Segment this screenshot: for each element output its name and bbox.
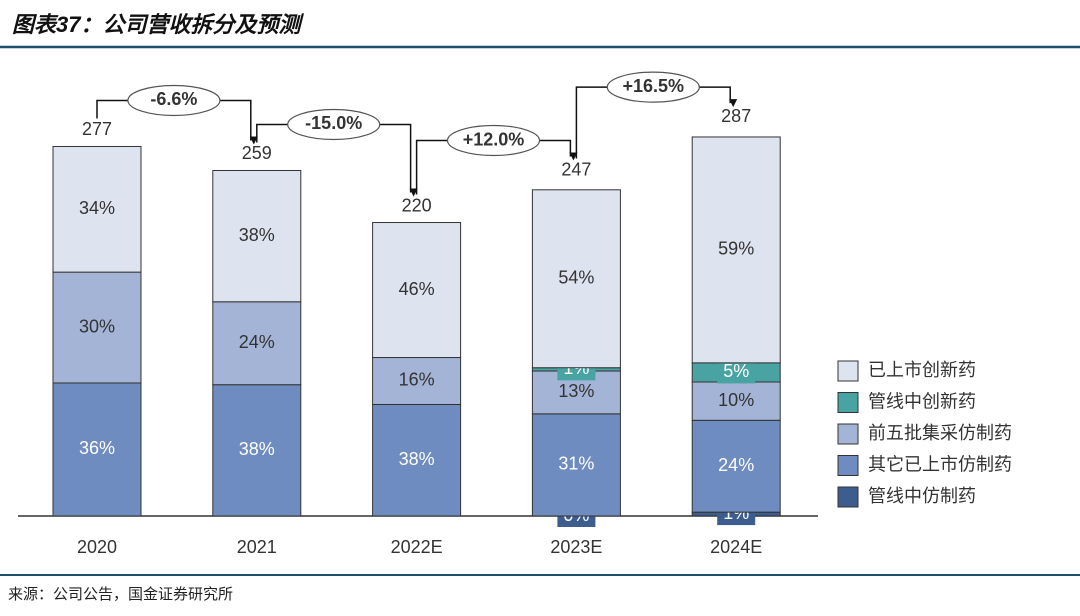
source-note: 来源：公司公告，国金证券研究所: [8, 586, 233, 603]
data-label: 24%: [718, 455, 754, 475]
data-label: 30%: [79, 316, 115, 336]
bar-segment: [691, 136, 781, 364]
legend-swatch: [837, 360, 859, 382]
total-label: 247: [561, 159, 591, 179]
legend-swatch: [837, 486, 859, 508]
label-box: [717, 361, 756, 384]
bar-segment: [372, 403, 462, 517]
growth-bubble: [287, 108, 381, 141]
bar-segment: [372, 222, 462, 359]
total-label: 277: [82, 119, 112, 139]
bar-segment: [212, 384, 302, 517]
x-tick-label: 2023E: [550, 537, 602, 557]
bar-segment: [531, 189, 621, 369]
bar-segment: [52, 145, 142, 273]
data-label: 38%: [239, 439, 275, 459]
x-tick-label: 2024E: [710, 537, 762, 557]
bar-segment: [372, 357, 462, 405]
data-label: 38%: [399, 449, 435, 469]
data-label: 34%: [79, 198, 115, 218]
data-label: 10%: [718, 390, 754, 410]
x-tick-label: 2020: [77, 537, 117, 557]
data-label: 36%: [79, 438, 115, 458]
growth-label: +16.5%: [623, 76, 685, 96]
data-label: 38%: [239, 225, 275, 245]
legend-label: 前五批集采仿制药: [868, 423, 1012, 443]
data-label: 16%: [399, 370, 435, 390]
legend-swatch: [837, 423, 859, 445]
x-tick-label: 2022E: [391, 537, 443, 557]
growth-label: +12.0%: [463, 129, 525, 149]
legend-label: 管线中仿制药: [868, 486, 976, 506]
data-label: 24%: [239, 332, 275, 352]
total-label: 259: [242, 143, 272, 163]
bar-segment: [691, 419, 781, 513]
bar-segment: [531, 413, 621, 517]
legend-label: 管线中创新药: [868, 391, 976, 411]
legend-swatch: [837, 455, 859, 476]
growth-label: -15.0%: [305, 113, 362, 133]
growth-bubble: [127, 84, 221, 117]
growth-bubble: [446, 124, 541, 157]
x-tick-label: 2021: [237, 537, 277, 557]
data-label: 31%: [558, 454, 594, 474]
total-label: 287: [721, 106, 751, 126]
bar-segment: [52, 382, 142, 517]
bar-segment: [212, 169, 302, 303]
data-label: 59%: [718, 239, 754, 259]
data-label: 46%: [399, 279, 435, 299]
data-label: 5%: [723, 361, 749, 381]
bar-segment: [212, 301, 302, 386]
bar-segment: [691, 381, 781, 421]
data-label: 54%: [558, 268, 594, 288]
legend-swatch: [837, 392, 859, 413]
total-label: 220: [402, 195, 432, 215]
legend-label: 已上市创新药: [868, 360, 976, 380]
growth-bubble: [606, 71, 700, 103]
chart-title: 图表37：公司营收拆分及预测: [12, 12, 304, 37]
growth-label: -6.6%: [150, 89, 197, 109]
data-label: 13%: [558, 381, 594, 401]
legend-label: 其它已上市仿制药: [868, 454, 1012, 474]
